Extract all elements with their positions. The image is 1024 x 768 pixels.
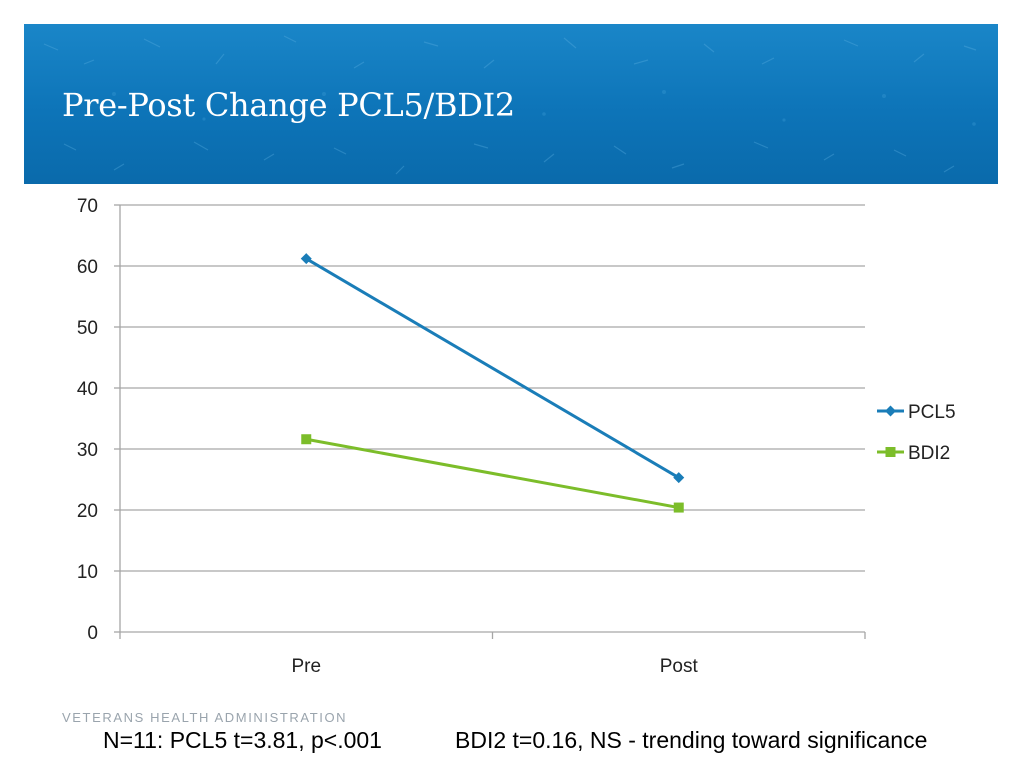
x-tick-label: Post	[660, 656, 699, 677]
y-tick-label: 20	[77, 501, 98, 522]
footnote-bdi2-stats: BDI2 t=0.16, NS - trending toward signif…	[455, 727, 928, 753]
pcl5-point	[673, 472, 685, 484]
y-tick-label: 30	[77, 440, 98, 461]
gridlines	[120, 204, 865, 572]
slide-title: Pre-Post Change PCL5/BDI2	[62, 86, 515, 124]
banner-texture	[43, 35, 977, 175]
bdi2-point	[673, 502, 684, 513]
legend-marker-pcl5	[885, 405, 896, 417]
pcl5-point	[300, 253, 312, 265]
series	[300, 253, 685, 513]
bdi2-series-line	[305, 437, 680, 510]
y-tick-label: 60	[77, 257, 98, 278]
legend-label-pcl5: PCL5	[908, 402, 956, 423]
y-tick-label: 40	[77, 379, 98, 400]
pcl5-series-line	[305, 257, 680, 479]
footnote-pcl5-stats: N=11: PCL5 t=3.81, p<.001	[103, 727, 382, 753]
legend: PCL5 BDI2	[877, 402, 956, 464]
y-tick-label: 0	[87, 623, 98, 644]
legend-marker-bdi2	[885, 447, 896, 457]
axes: 0 10 20 30 40 50 60 70 Pre Post	[77, 196, 866, 677]
bdi2-point	[301, 434, 312, 445]
title-banner	[24, 24, 998, 184]
y-tick-label: 10	[77, 562, 98, 583]
legend-label-bdi2: BDI2	[908, 443, 950, 464]
footer-org: VETERANS HEALTH ADMINISTRATION	[62, 710, 348, 725]
y-tick-label: 70	[77, 196, 98, 217]
y-tick-label: 50	[77, 318, 98, 339]
x-tick-label: Pre	[291, 656, 321, 677]
